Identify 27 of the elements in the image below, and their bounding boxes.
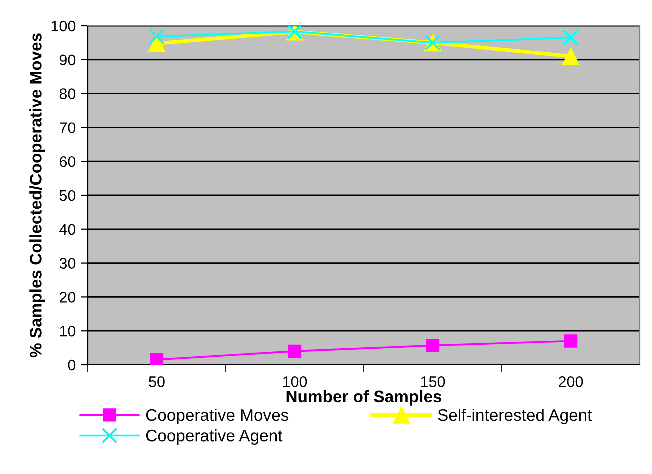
x-tick-label: 50 <box>149 376 165 388</box>
legend-label: Cooperative Agent <box>146 429 283 446</box>
point <box>562 48 580 66</box>
y-tick-label: 0 <box>68 360 76 371</box>
y-tick-label: 100 <box>52 20 76 32</box>
x-axis-title: Number of Samples <box>286 390 442 406</box>
y-tick-label: 70 <box>60 122 76 134</box>
point <box>288 344 302 358</box>
y-tick-label: 40 <box>60 224 76 236</box>
point <box>150 353 164 365</box>
point <box>426 339 440 352</box>
y-tick-label: 60 <box>60 156 76 168</box>
y-tick-label: 80 <box>60 88 76 100</box>
x-tick-label: 100 <box>283 376 308 388</box>
point <box>563 30 579 46</box>
legend-label: Self-interested Agent <box>438 408 592 424</box>
x-tick-label: 200 <box>559 376 584 388</box>
y-tick-label: 90 <box>60 54 76 66</box>
legend-label: Cooperative Moves <box>146 408 289 424</box>
y-axis-title: % Samples Collected/Cooperative Moves <box>30 34 46 358</box>
point <box>564 334 578 348</box>
y-tick-label: 10 <box>60 326 76 337</box>
y-tick-label: 30 <box>60 258 76 269</box>
y-tick-label: 50 <box>60 190 76 202</box>
point <box>149 28 165 45</box>
y-tick-label: 20 <box>60 292 76 303</box>
x-tick-label: 150 <box>421 376 446 388</box>
